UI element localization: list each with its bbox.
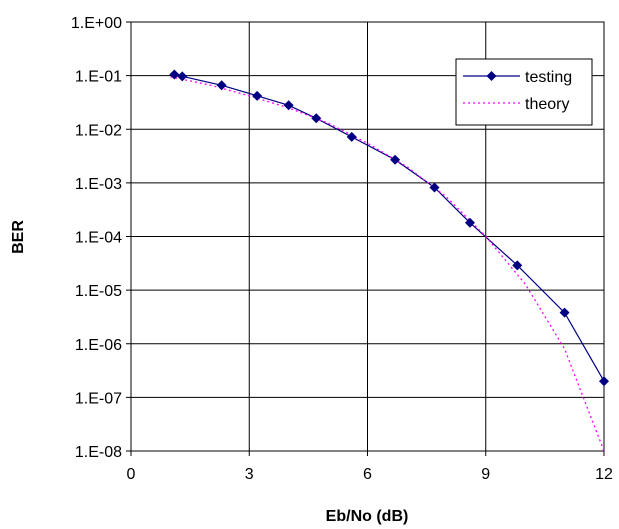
y-tick-label: 1.E-01: [75, 69, 122, 86]
y-tick-label: 1.E-04: [75, 230, 122, 247]
y-tick-label: 1.E+00: [71, 15, 122, 32]
legend-box: [455, 58, 593, 126]
y-tick-label: 1.E-08: [75, 444, 122, 461]
x-tick-label: 3: [245, 466, 254, 483]
x-axis-title: Eb/No (dB): [326, 508, 409, 525]
y-tick-label: 1.E-07: [75, 390, 122, 407]
series-testing-marker: [464, 217, 475, 228]
series-markers: [169, 69, 609, 387]
x-tick-label: 0: [127, 466, 136, 483]
legend-theory-label: theory: [525, 96, 569, 113]
series-testing-marker: [283, 100, 294, 111]
x-tick-label: 9: [481, 466, 490, 483]
series-testing-marker: [559, 307, 570, 318]
series-testing-marker: [311, 113, 322, 124]
y-axis-title: BER: [10, 220, 27, 254]
legend-testing-marker-icon: [486, 71, 497, 81]
y-tick-label: 1.E-02: [75, 122, 122, 139]
series-testing-marker: [429, 182, 440, 193]
legend: testing theory: [455, 58, 593, 126]
series-testing-marker: [599, 376, 609, 387]
y-tick-label: 1.E-03: [75, 176, 122, 193]
y-tick-label: 1.E-06: [75, 337, 122, 354]
series-theory-line: [170, 76, 605, 452]
legend-testing-label: testing: [525, 69, 572, 86]
series-testing-marker: [177, 71, 188, 82]
y-tick-labels: 1.E+00 1.E-01 1.E-02 1.E-03 1.E-04 1.E-05 1.E-…: [71, 15, 131, 461]
series-testing-marker: [252, 90, 263, 101]
x-tick-label: 6: [363, 466, 372, 483]
y-tick-label: 1.E-05: [75, 283, 122, 300]
series-testing-marker: [512, 260, 523, 271]
series-testing-marker: [346, 131, 357, 142]
x-tick-label: 12: [595, 466, 613, 483]
series-testing-marker: [169, 69, 180, 80]
x-tick-labels: 0 3 6 9 12: [127, 451, 613, 483]
series-testing-marker: [390, 154, 401, 165]
series-testing-marker: [216, 80, 227, 91]
series-lines: [170, 73, 605, 452]
